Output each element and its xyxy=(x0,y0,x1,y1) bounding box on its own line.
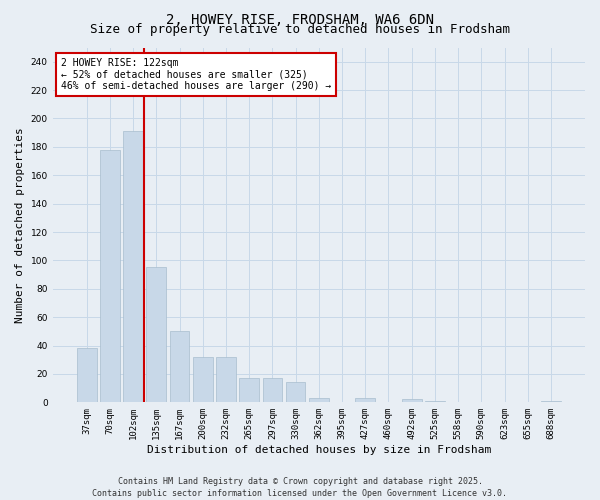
Bar xyxy=(193,357,212,403)
Bar xyxy=(402,400,422,402)
Bar xyxy=(100,150,120,402)
Bar xyxy=(146,268,166,402)
Bar xyxy=(263,378,282,402)
Bar xyxy=(123,131,143,402)
Bar xyxy=(239,378,259,402)
Bar xyxy=(425,401,445,402)
Bar xyxy=(170,332,190,402)
Text: 2 HOWEY RISE: 122sqm
← 52% of detached houses are smaller (325)
46% of semi-deta: 2 HOWEY RISE: 122sqm ← 52% of detached h… xyxy=(61,58,331,92)
Bar xyxy=(541,401,561,402)
Y-axis label: Number of detached properties: Number of detached properties xyxy=(15,127,25,323)
Text: Contains HM Land Registry data © Crown copyright and database right 2025.
Contai: Contains HM Land Registry data © Crown c… xyxy=(92,476,508,498)
Text: 2, HOWEY RISE, FRODSHAM, WA6 6DN: 2, HOWEY RISE, FRODSHAM, WA6 6DN xyxy=(166,12,434,26)
Bar xyxy=(286,382,305,402)
Bar xyxy=(309,398,329,402)
X-axis label: Distribution of detached houses by size in Frodsham: Distribution of detached houses by size … xyxy=(147,445,491,455)
Bar xyxy=(355,398,375,402)
Bar xyxy=(77,348,97,403)
Bar xyxy=(216,357,236,403)
Text: Size of property relative to detached houses in Frodsham: Size of property relative to detached ho… xyxy=(90,22,510,36)
